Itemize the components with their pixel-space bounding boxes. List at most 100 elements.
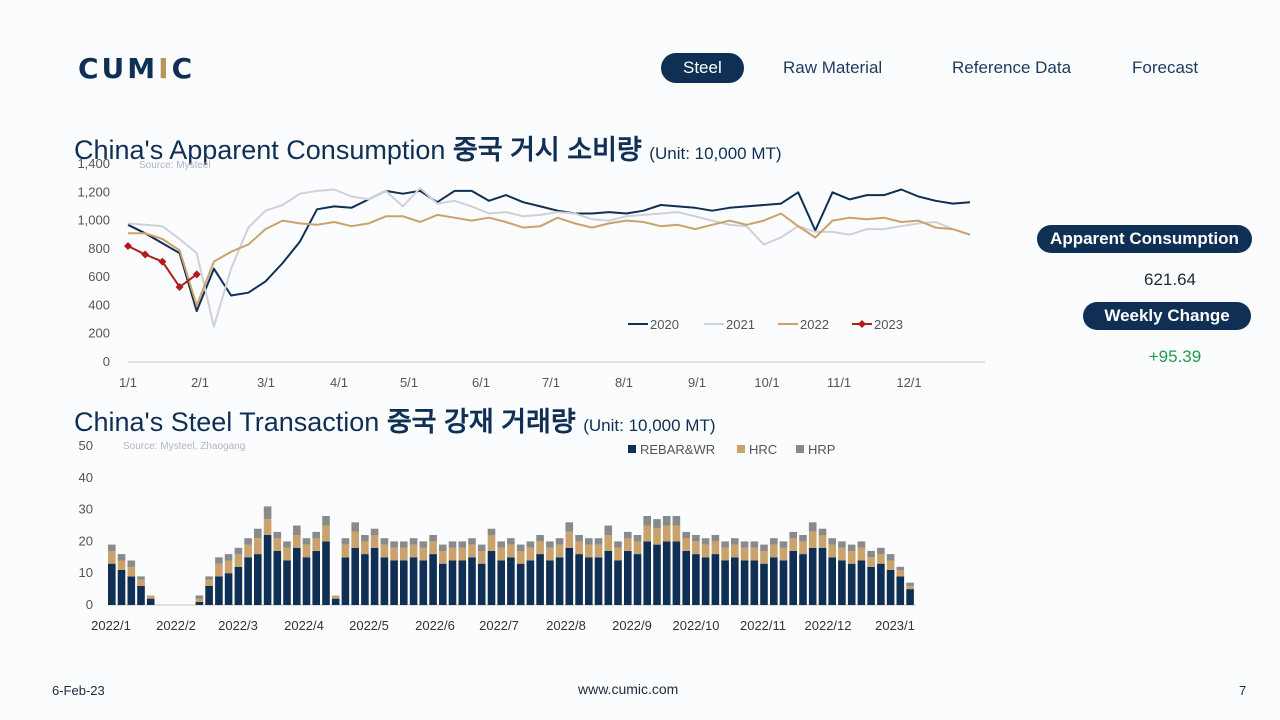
bar-segment-HRC	[575, 541, 583, 555]
bar-segment-REBAR&WR	[224, 573, 233, 605]
bar-segment-HRP	[838, 541, 846, 548]
bar-segment-REBAR&WR	[254, 554, 262, 605]
bar-segment-HRP	[565, 522, 574, 532]
bar-segment-REBAR&WR	[322, 541, 330, 605]
x-tick-label: 2022/2	[156, 618, 196, 633]
tab-steel[interactable]: Steel	[661, 53, 744, 83]
bar-segment-REBAR&WR	[546, 560, 554, 605]
bar-segment-HRP	[633, 535, 642, 542]
bar-segment-REBAR&WR	[585, 557, 593, 605]
x-tick-label: 2022/5	[349, 618, 389, 633]
bar-segment-HRP	[624, 531, 632, 539]
x-tick-label: 2022/10	[673, 618, 720, 633]
y-tick-label: 800	[88, 241, 110, 256]
bar-segment-REBAR&WR	[847, 563, 856, 605]
bar-segment-HRC	[419, 547, 428, 561]
bar-segment-REBAR&WR	[400, 560, 408, 605]
bar-segment-REBAR&WR	[477, 563, 486, 605]
bar-segment-HRC	[857, 547, 866, 561]
bar-segment-REBAR&WR	[857, 560, 866, 605]
bar-segment-HRP	[847, 544, 856, 551]
bar-segment-HRC	[390, 547, 398, 561]
bar-segment-HRP	[361, 535, 369, 542]
bar-segment-HRC	[439, 550, 447, 564]
bar-segment-HRC	[380, 544, 389, 558]
bar-segment-HRC	[322, 525, 330, 542]
footer-url[interactable]: www.cumic.com	[578, 681, 679, 697]
legend-label: 2022	[800, 317, 829, 332]
bar-segment-REBAR&WR	[215, 576, 223, 605]
bar-segment-HRP	[877, 547, 885, 555]
x-tick-label: 8/1	[615, 375, 633, 390]
bar-segment-HRC	[409, 544, 418, 558]
bar-segment-HRC	[760, 550, 768, 564]
bar-segment-HRC	[458, 547, 467, 561]
bar-segment-HRP	[322, 516, 330, 526]
x-tick-label: 3/1	[257, 375, 275, 390]
bar-segment-REBAR&WR	[604, 550, 613, 605]
bar-segment-HRC	[117, 560, 126, 570]
bar-segment-HRP	[244, 538, 252, 545]
bar-segment-HRC	[254, 538, 262, 555]
y-tick-label: 1,000	[77, 213, 110, 228]
bar-segment-REBAR&WR	[331, 598, 340, 605]
x-tick-label: 2022/7	[479, 618, 519, 633]
bar-segment-HRP	[419, 541, 428, 548]
x-tick-label: 9/1	[688, 375, 706, 390]
legend-swatch-HRC	[737, 445, 745, 453]
bar-segment-HRC	[263, 519, 272, 535]
bar-segment-HRP	[906, 582, 914, 586]
y-tick-label: 20	[79, 533, 93, 548]
bar-segment-REBAR&WR	[351, 547, 359, 605]
bar-segment-HRP	[448, 541, 457, 548]
bar-segment-HRC	[867, 557, 875, 567]
bar-segment-HRC	[146, 595, 155, 599]
bar-segment-HRC	[838, 547, 846, 561]
bar-segment-HRP	[263, 506, 272, 520]
bar-segment-HRC	[624, 538, 632, 551]
tab-reference-data[interactable]: Reference Data	[952, 58, 1072, 77]
bar-segment-HRC	[682, 538, 690, 551]
bar-segment-HRP	[731, 538, 739, 545]
bar-segment-REBAR&WR	[779, 560, 788, 605]
bar-segment-REBAR&WR	[108, 563, 116, 605]
tab-raw-material[interactable]: Raw Material	[783, 58, 883, 77]
bar-segment-REBAR&WR	[468, 557, 476, 605]
bar-segment-HRC	[361, 541, 369, 555]
chart2-title: China's Steel Transaction 중국 강재 거래량 (Uni…	[74, 407, 716, 437]
bar-segment-HRP	[380, 538, 389, 545]
legend-marker-2023	[858, 320, 866, 328]
bar-segment-HRP	[108, 544, 116, 551]
bar-segment-HRC	[701, 544, 710, 558]
page-number: 7	[1239, 683, 1247, 698]
bar-segment-REBAR&WR	[594, 557, 603, 605]
bar-segment-HRP	[283, 541, 291, 548]
bar-segment-HRP	[536, 535, 544, 542]
bar-segment-REBAR&WR	[419, 560, 428, 605]
bar-segment-REBAR&WR	[439, 563, 447, 605]
weekly-change-badge: Weekly Change	[1083, 302, 1251, 330]
y-tick-label: 50	[79, 438, 93, 453]
bar-segment-REBAR&WR	[770, 557, 778, 605]
x-tick-label: 2/1	[191, 375, 209, 390]
bar-segment-REBAR&WR	[244, 557, 252, 605]
x-tick-label: 5/1	[400, 375, 418, 390]
bar-segment-HRP	[614, 541, 622, 548]
bar-segment-REBAR&WR	[555, 557, 564, 605]
x-tick-label: 2022/1	[91, 618, 131, 633]
bar-segment-HRC	[507, 544, 515, 558]
bar-segment-HRC	[429, 541, 437, 555]
bar-segment-HRP	[779, 541, 788, 548]
bar-segment-HRP	[351, 522, 359, 532]
bar-segment-REBAR&WR	[760, 563, 768, 605]
bar-segment-HRP	[370, 528, 379, 536]
legend-label: HRC	[749, 442, 777, 457]
tab-forecast[interactable]: Forecast	[1132, 58, 1199, 77]
bar-segment-HRC	[906, 585, 914, 590]
bar-segment-HRP	[750, 541, 759, 548]
bar-segment-HRC	[137, 579, 145, 586]
bar-segment-REBAR&WR	[341, 557, 350, 605]
bar-segment-HRP	[575, 535, 583, 542]
bar-segment-HRC	[400, 547, 408, 561]
bar-segment-HRC	[468, 544, 476, 558]
